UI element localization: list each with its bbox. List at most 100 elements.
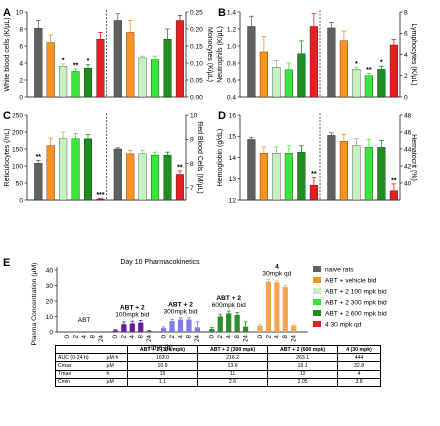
legend-swatch (313, 310, 321, 316)
left-axis-label: Hemoglobin (g/dL) (217, 129, 224, 187)
x-tick-label: 0 (64, 334, 71, 338)
tick-label: 200 (12, 129, 23, 136)
x-tick-label: 0 (160, 334, 167, 338)
bar (96, 39, 105, 98)
table-cell: 18.1 (267, 361, 339, 371)
tick-label: 7 (190, 185, 194, 192)
significance-mark: * (87, 58, 90, 65)
bar (83, 138, 92, 201)
bar (151, 154, 160, 201)
group-label: ABT (78, 317, 91, 324)
tick-label: 6 (19, 43, 23, 50)
significance-mark: ** (366, 67, 372, 74)
x-tick-label: 0 (209, 334, 216, 338)
bar (247, 26, 256, 98)
x-tick-label: 2 (72, 334, 79, 338)
bar (121, 324, 127, 332)
bar (282, 287, 288, 332)
bar (163, 154, 172, 201)
tick-label: 10 (16, 9, 24, 16)
tick-label: 40 (46, 267, 54, 274)
significance-mark: ** (391, 177, 397, 184)
bar (34, 27, 43, 98)
table-cell: μM (104, 361, 128, 371)
table-row: Cmax μM 10.9 13.6 18.1 32.8 (55, 361, 381, 371)
x-tick-label: 4 (226, 334, 233, 338)
tick-label: 0.20 (190, 26, 203, 33)
table-cell: Tmax (55, 369, 105, 379)
group-label: ABT + 2 (216, 295, 241, 302)
x-tick-label: 2 (121, 334, 128, 338)
tick-label: 2 (404, 73, 408, 80)
tick-label: 8 (190, 161, 194, 168)
tick-label: 0.25 (190, 9, 203, 16)
bar (339, 141, 348, 201)
table-header: 4 (30 mpk) (337, 344, 381, 355)
x-tick-label: 4 (129, 334, 136, 338)
tick-label: 0.15 (190, 43, 203, 50)
bar (309, 184, 318, 201)
tick-label: 14 (229, 155, 237, 162)
tick-label: 46 (404, 129, 412, 136)
significance-mark: * (355, 61, 358, 68)
bar (377, 69, 386, 98)
x-tick-label: 8 (138, 334, 145, 338)
tick-label: 4 (404, 52, 408, 59)
bar (138, 57, 147, 98)
tick-label: 2 (19, 77, 23, 84)
legend-label: 4 30 mpk qd (325, 322, 362, 329)
bar (352, 145, 361, 201)
bar (59, 138, 68, 201)
table-cell: 3.8 (337, 377, 381, 387)
x-tick-label: 2 (169, 334, 176, 338)
tick-label: 16 (229, 112, 237, 119)
bar (352, 69, 361, 98)
table-cell: 163.0 (126, 353, 199, 363)
group-label: 600mpk bid (212, 302, 246, 309)
bar (257, 325, 263, 332)
bar (284, 153, 293, 201)
bar (71, 138, 80, 201)
bar (272, 67, 281, 98)
tick-label: 48 (404, 112, 412, 119)
tick-label: 13 (229, 176, 237, 183)
panel-letter: D (218, 110, 226, 122)
x-tick-label: 2 (265, 334, 272, 338)
table-cell: 15 (126, 369, 199, 379)
legend-label: ABT + 2 600 mpk bid (325, 311, 387, 318)
x-tick-label: 8 (282, 334, 289, 338)
right-axis-label: Hematocrit (%) (410, 134, 417, 181)
tick-label: 8 (404, 9, 408, 16)
bar (389, 190, 398, 201)
table-cell: AUC (0-24 h) (55, 353, 105, 363)
tick-label: 40 (404, 180, 412, 187)
left-axis-label: Neutrophils (K/μL) (217, 26, 224, 83)
bar (113, 20, 122, 98)
x-tick-label: 8 (234, 334, 241, 338)
table-cell: 216.2 (197, 353, 269, 363)
legend-label: ABT + 2 300 mpk bid (325, 300, 387, 307)
tick-label: 8 (19, 26, 23, 33)
x-tick-label: 24 (291, 334, 298, 341)
bar (265, 281, 272, 332)
tick-label: 0.10 (190, 60, 203, 67)
bar (96, 198, 105, 201)
x-tick-label: 24 (98, 334, 105, 341)
bar (146, 331, 152, 332)
table-cell: 12 (267, 369, 339, 379)
table-cell: 4 (337, 369, 381, 379)
table-cell: Cmin (55, 377, 105, 387)
bar (46, 42, 55, 98)
y-axis-label: Plasma Concentration (μM) (31, 263, 38, 346)
x-tick-label: 4 (177, 334, 184, 338)
x-tick-label: 4 (81, 334, 88, 338)
tick-label: 0 (49, 329, 53, 336)
tick-label: 0.05 (190, 77, 203, 84)
tick-label: 150 (12, 146, 23, 153)
bar (175, 20, 184, 98)
bar (259, 51, 268, 98)
tick-label: 1.4 (227, 9, 236, 16)
tick-label: 0.4 (227, 94, 236, 101)
bar (177, 319, 184, 332)
significance-mark: ** (36, 154, 42, 161)
